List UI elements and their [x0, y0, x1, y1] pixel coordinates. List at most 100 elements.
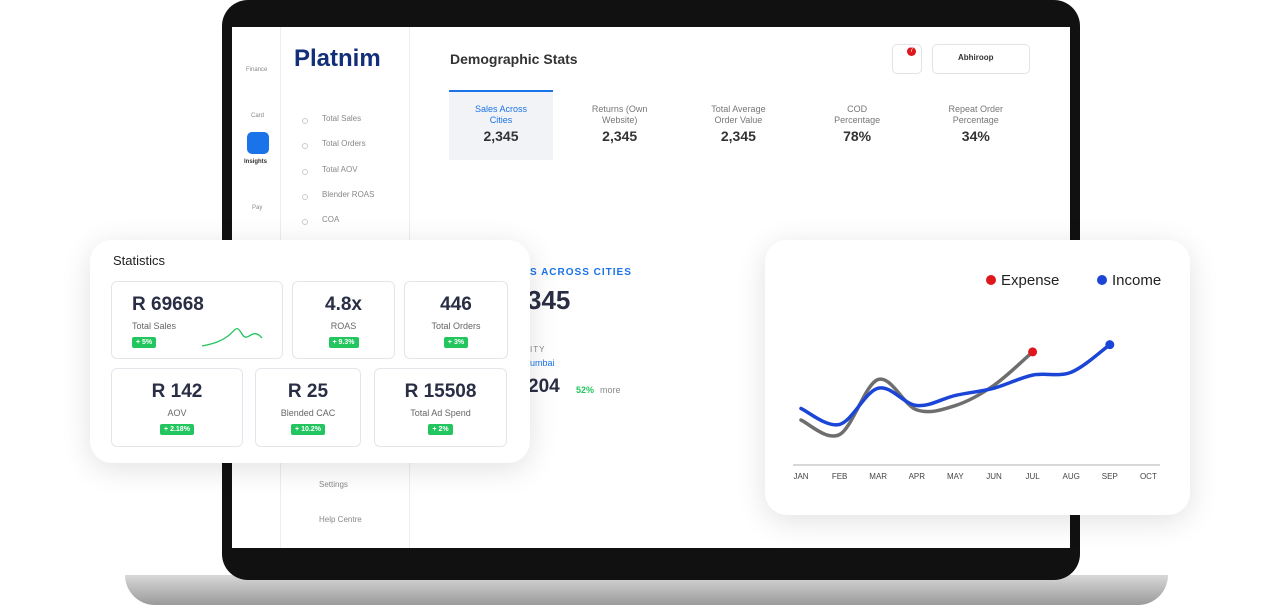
legend-label: Income [1112, 272, 1161, 289]
stat-change: + 10.2% [291, 424, 325, 435]
x-tick-label: SEP [1102, 472, 1118, 481]
tab[interactable]: Sales Across Cities 2,345 [446, 104, 556, 144]
menu-item[interactable]: Total Orders [322, 139, 366, 149]
x-tick-label: JUN [986, 472, 1002, 481]
end-marker [1028, 347, 1038, 357]
stat-label: AOV [167, 408, 187, 418]
stat-change: + 3% [443, 337, 469, 348]
stat-value: R 15508 [404, 381, 477, 402]
stat-card: R 15508 Total Ad Spend + 2% [374, 368, 507, 447]
insights-icon [247, 132, 269, 154]
tab-value: 34% [961, 128, 990, 144]
stat-change: + 5% [132, 337, 157, 348]
x-tick-label: AUG [1063, 472, 1080, 481]
stat-change: + 2.18% [160, 424, 194, 435]
stat-label: Blended CAC [280, 408, 336, 418]
bell[interactable] [892, 44, 922, 74]
tab-value: 2,345 [602, 128, 638, 144]
series-line [799, 350, 1035, 438]
stat-change-wrap: + 2% [375, 418, 506, 436]
menu-item[interactable]: COA [322, 215, 340, 225]
stat-value: 446 [440, 294, 472, 315]
menu-item[interactable]: Blender ROAS [322, 189, 375, 199]
stat-card: R 69668 Total Sales + 5% [111, 281, 283, 359]
menu-dot [302, 143, 308, 150]
tab[interactable]: Repeat Order Percentage 34% [921, 104, 1031, 144]
x-tick-label: JAN [793, 472, 808, 481]
stat-label: ROAS [330, 321, 357, 331]
stat-change-wrap: + 2.18% [112, 418, 242, 436]
icon-label: Finance [246, 67, 268, 73]
stat-change-wrap: + 10.2% [256, 418, 360, 436]
tab[interactable]: Total Average Order Value 2,345 [683, 104, 793, 144]
x-tick-label: MAY [947, 472, 964, 481]
panel-change-note: more [600, 385, 621, 395]
x-tick-label: OCT [1140, 472, 1157, 481]
tab[interactable]: COD Percentage 78% [802, 104, 912, 144]
stat-card: R 142 AOV + 2.18% [111, 368, 243, 447]
active-tab[interactable] [449, 90, 553, 160]
tab-value: 2,345 [720, 128, 756, 144]
stat-card: 446 Total Orders + 3% [404, 281, 508, 359]
stat-change-wrap: + 3% [405, 331, 507, 349]
panel-city: umbai [530, 358, 555, 368]
panel-heading: S ACROSS CITIES [530, 267, 632, 278]
stat-label: Total Sales [132, 321, 177, 331]
tab-label: Returns (Own Website) [591, 104, 648, 125]
end-marker [1105, 340, 1115, 350]
menu-dot [302, 118, 308, 124]
stat-change-wrap: + 9.3% [293, 331, 394, 349]
chart-card [765, 240, 1190, 515]
stat-change-wrap: + 5% [132, 331, 282, 349]
stat-card: R 25 Blended CAC + 10.2% [255, 368, 361, 447]
menu-dot [302, 193, 308, 200]
header-title: Demographic Stats [450, 51, 578, 67]
laptop-base [125, 575, 1168, 605]
panel-city-label: ITY [530, 345, 546, 354]
stat-label: Total Ad Spend [410, 408, 471, 418]
tab-value: 78% [843, 128, 872, 144]
menu-dot [302, 168, 308, 175]
tab-value: 2,345 [483, 128, 519, 144]
legend-label: Expense [1001, 272, 1059, 289]
x-tick-label: FEB [832, 472, 848, 481]
tab-label: Sales Across Cities [474, 104, 528, 125]
menu-item[interactable]: Total AOV [322, 164, 358, 174]
badge: 7 [907, 47, 916, 56]
panel-change: 52% [576, 385, 595, 395]
legend-marker [986, 275, 996, 285]
series-line [799, 342, 1112, 427]
menu-item[interactable]: Settings [319, 480, 348, 489]
stat-card: 4.8x ROAS + 9.3% [292, 281, 395, 359]
tab[interactable]: Returns (Own Website) 2,345 [565, 104, 675, 144]
x-tick-label: APR [909, 472, 926, 481]
stat-change: + 2% [428, 424, 453, 435]
stat-value: R 25 [287, 381, 329, 402]
tab-label: Repeat Order Percentage [948, 104, 1004, 125]
panel-value: 345 [527, 285, 571, 315]
menu-item[interactable]: Help Centre [319, 515, 362, 524]
x-tick-label: MAR [869, 472, 887, 481]
stat-value: 4.8x [325, 294, 362, 315]
panel-city-value: 204 [528, 376, 560, 397]
menu-dot [302, 219, 308, 226]
icon-label: Insights [244, 159, 268, 165]
stat-change: + 9.3% [328, 337, 359, 348]
stat-value: R 69668 [132, 294, 204, 315]
x-tick-label: JUL [1025, 472, 1040, 481]
stat-value: R 142 [151, 381, 203, 402]
logo: Platnim [294, 45, 381, 72]
icon-label: Card [251, 113, 265, 119]
menu-item[interactable]: Total Sales [322, 114, 362, 123]
stat-label: Total Orders [431, 321, 481, 331]
user-box[interactable] [932, 44, 1030, 74]
user-name: Abhiroop [958, 53, 994, 62]
icon-label: Pay [252, 205, 263, 211]
statistics-title: Statistics [113, 253, 166, 268]
tab-label: COD Percentage [834, 104, 881, 125]
legend-marker [1097, 275, 1107, 285]
sparkline [201, 328, 263, 347]
tab-label: Total Average Order Value [711, 104, 766, 125]
